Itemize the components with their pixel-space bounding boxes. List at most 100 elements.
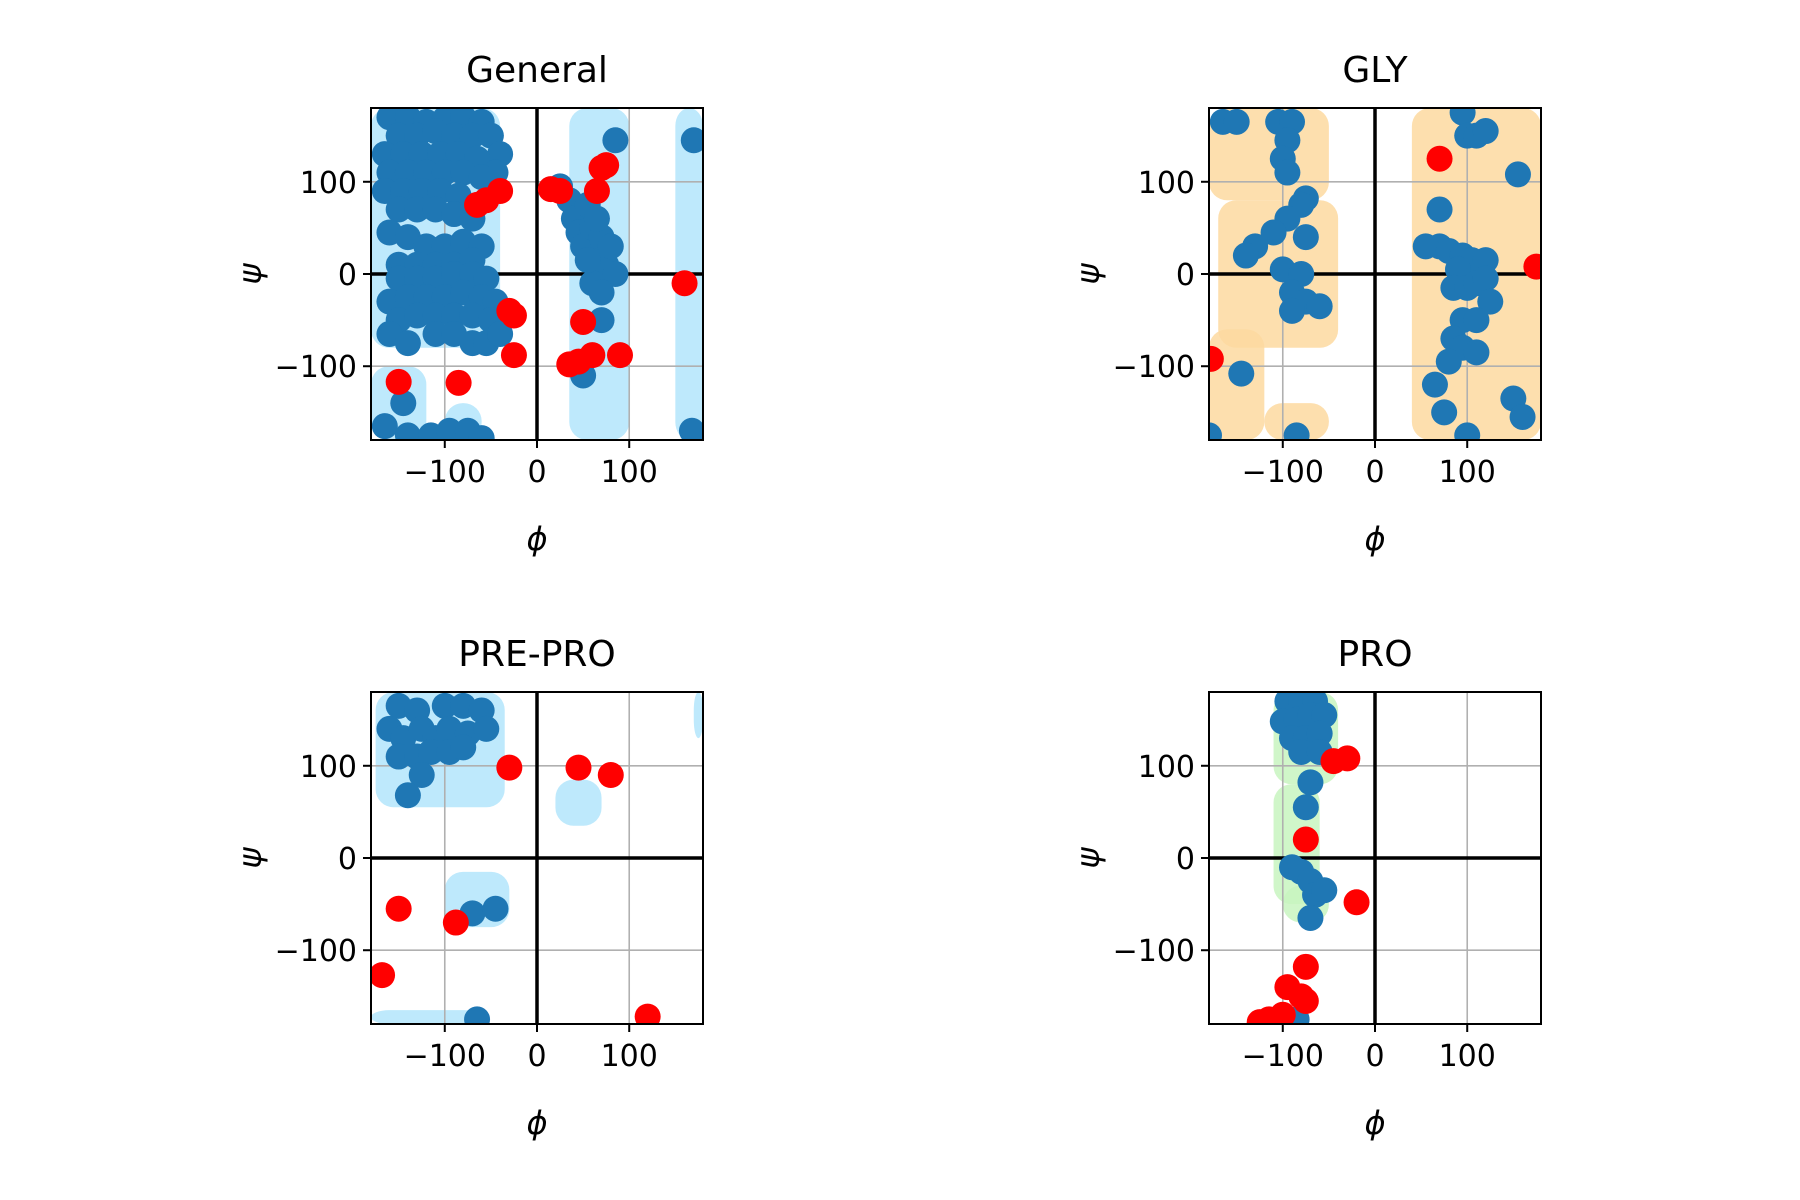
residue-point <box>450 734 477 761</box>
x-tick-label: 0 <box>1365 1039 1384 1074</box>
x-tick-label: −100 <box>1242 455 1324 490</box>
outlier-point <box>464 191 491 218</box>
panel-title: PRE-PRO <box>458 634 616 675</box>
residue-point <box>417 738 444 765</box>
x-tick-label: 100 <box>1439 455 1496 490</box>
residue-point <box>1292 224 1319 251</box>
residue-point <box>1431 399 1458 426</box>
x-tick-label: −100 <box>1242 1039 1324 1074</box>
outlier-point <box>1292 826 1319 853</box>
residue-point <box>1504 161 1531 188</box>
residue-point <box>1454 422 1481 440</box>
residue-point <box>1288 738 1315 765</box>
residue-point <box>404 196 431 223</box>
x-tick-label: 0 <box>527 455 546 490</box>
x-axis-label: ϕ <box>1364 1104 1385 1142</box>
outlier-point <box>1523 253 1541 280</box>
x-tick-label: 100 <box>1439 1039 1496 1074</box>
y-axis-label: ψ <box>231 847 269 869</box>
outlier-residues <box>1246 745 1370 1024</box>
y-tick-label: 100 <box>1138 166 1195 201</box>
residue-point <box>441 302 467 329</box>
residue-point <box>1306 720 1333 747</box>
outlier-residues <box>1209 145 1541 372</box>
y-tick-label: 0 <box>1176 258 1195 293</box>
x-tick-label: −100 <box>404 455 486 490</box>
residue-point <box>597 233 624 260</box>
outlier-point <box>1246 1009 1273 1024</box>
residue-point <box>1260 219 1287 246</box>
residue-point <box>487 320 514 347</box>
outlier-point <box>500 302 527 329</box>
residue-point <box>404 302 431 329</box>
y-axis-label: ψ <box>231 263 269 285</box>
residue-point <box>422 302 449 329</box>
residue-point <box>1311 877 1338 904</box>
residue-point <box>588 279 615 306</box>
residue-point <box>680 127 703 154</box>
outlier-residues <box>385 152 698 396</box>
outlier-point <box>597 762 624 788</box>
plot-area <box>371 692 703 1024</box>
panel-general: −100 0 100 −100 0 100 General ϕ ψ <box>231 50 704 558</box>
outlier-point <box>634 1003 661 1024</box>
residue-point <box>1509 403 1536 430</box>
x-axis-label: ϕ <box>1364 520 1385 558</box>
panel-gly: −100 0 100 −100 0 100 GLY ϕ ψ <box>1069 50 1542 558</box>
y-tick-label: −100 <box>1113 934 1195 969</box>
x-axis-label: ϕ <box>526 520 547 558</box>
residue-point <box>1472 247 1499 274</box>
residue-point <box>1449 108 1476 126</box>
outlier-point <box>500 342 527 369</box>
outlier-point <box>496 754 523 781</box>
residue-point <box>431 692 458 719</box>
x-tick-label: −100 <box>404 1039 486 1074</box>
residue-point <box>464 1006 491 1024</box>
residue-point <box>390 390 417 417</box>
residue-point <box>602 127 629 154</box>
y-tick-label: 100 <box>300 750 357 785</box>
y-tick-label: −100 <box>1113 350 1195 385</box>
residue-point <box>574 247 601 274</box>
residue-point <box>583 205 610 232</box>
panel-title: GLY <box>1342 50 1408 91</box>
outlier-point <box>1334 745 1361 772</box>
residue-point <box>394 330 421 357</box>
panel-title: PRO <box>1337 634 1412 675</box>
residue-point <box>459 122 486 149</box>
panel-title: General <box>466 50 608 91</box>
residue-point <box>1232 242 1259 269</box>
residue-point <box>1228 360 1255 387</box>
plot-area <box>371 108 703 440</box>
outlier-point <box>1209 345 1224 372</box>
residue-point <box>1435 348 1462 375</box>
outlier-point <box>570 308 597 335</box>
outlier-point <box>445 369 472 396</box>
residue-point <box>482 895 509 922</box>
y-tick-label: 100 <box>1138 750 1195 785</box>
favored-residues <box>376 692 509 1024</box>
residue-point <box>1477 288 1504 315</box>
residue-point <box>1292 794 1319 821</box>
panel-pre-pro: −100 0 100 −100 0 100 PRE-PRO ϕ ψ <box>231 634 704 1142</box>
residue-point <box>385 196 412 223</box>
outlier-point <box>583 178 610 204</box>
residue-point <box>394 782 421 809</box>
favored-residues <box>1209 108 1536 440</box>
outlier-point <box>442 909 469 936</box>
favored-region <box>693 692 703 739</box>
plot-area <box>1209 692 1541 1024</box>
outlier-point <box>547 178 574 204</box>
outlier-point <box>1292 987 1319 1014</box>
outlier-point <box>593 152 620 179</box>
outlier-point <box>1292 953 1319 980</box>
residue-point <box>1306 293 1333 320</box>
residue-point <box>1412 233 1439 260</box>
y-tick-label: −100 <box>275 934 357 969</box>
residue-point <box>422 320 449 347</box>
residue-point <box>1297 769 1324 796</box>
x-tick-label: 100 <box>601 455 658 490</box>
residue-point <box>1463 307 1490 334</box>
outlier-point <box>385 895 412 922</box>
